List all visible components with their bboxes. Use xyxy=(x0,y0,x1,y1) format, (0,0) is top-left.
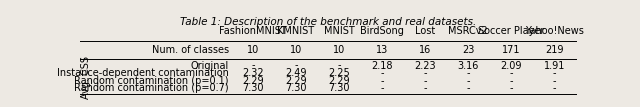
Text: MNIST: MNIST xyxy=(324,26,355,36)
Text: 2.32: 2.32 xyxy=(242,68,264,78)
Text: 2.25: 2.25 xyxy=(328,68,350,78)
Text: 10: 10 xyxy=(246,45,259,54)
Text: KMNIST: KMNIST xyxy=(277,26,314,36)
Text: 13: 13 xyxy=(376,45,388,54)
Text: 2.29: 2.29 xyxy=(328,76,350,86)
Text: 23: 23 xyxy=(462,45,474,54)
Text: MSRCv2: MSRCv2 xyxy=(449,26,488,36)
Text: -: - xyxy=(509,76,513,86)
Text: 2.23: 2.23 xyxy=(414,61,436,71)
Text: Num. of classes: Num. of classes xyxy=(152,45,229,54)
Text: Instance-dependent contamination: Instance-dependent contamination xyxy=(57,68,229,78)
Text: -: - xyxy=(553,68,556,78)
Text: Avg. CSS: Avg. CSS xyxy=(81,56,91,99)
Text: BirdSong: BirdSong xyxy=(360,26,404,36)
Text: 2.29: 2.29 xyxy=(285,76,307,86)
Text: 10: 10 xyxy=(290,45,302,54)
Text: -: - xyxy=(467,83,470,94)
Text: 2.18: 2.18 xyxy=(371,61,393,71)
Text: 171: 171 xyxy=(502,45,520,54)
Text: -: - xyxy=(553,83,556,94)
Text: 7.30: 7.30 xyxy=(242,83,264,94)
Text: Original: Original xyxy=(191,61,229,71)
Text: 2.09: 2.09 xyxy=(500,61,522,71)
Text: Soccer Player: Soccer Player xyxy=(478,26,545,36)
Text: 3.16: 3.16 xyxy=(458,61,479,71)
Text: Lost: Lost xyxy=(415,26,435,36)
Text: -: - xyxy=(424,83,427,94)
Text: -: - xyxy=(337,61,340,71)
Text: Yahoo!News: Yahoo!News xyxy=(525,26,584,36)
Text: 7.30: 7.30 xyxy=(285,83,307,94)
Text: -: - xyxy=(251,61,255,71)
Text: 2.49: 2.49 xyxy=(285,68,307,78)
Text: -: - xyxy=(424,76,427,86)
Text: 10: 10 xyxy=(333,45,345,54)
Text: 1.91: 1.91 xyxy=(544,61,565,71)
Text: FashionMNIST: FashionMNIST xyxy=(219,26,287,36)
Text: -: - xyxy=(380,68,384,78)
Text: -: - xyxy=(294,61,298,71)
Text: -: - xyxy=(380,76,384,86)
Text: Random contamination (p=0.1): Random contamination (p=0.1) xyxy=(74,76,229,86)
Text: 219: 219 xyxy=(545,45,564,54)
Text: Random contamination (p=0.7): Random contamination (p=0.7) xyxy=(74,83,229,94)
Text: Table 1: Description of the benchmark and real datasets.: Table 1: Description of the benchmark an… xyxy=(180,17,476,27)
Text: -: - xyxy=(509,83,513,94)
Text: -: - xyxy=(467,76,470,86)
Text: -: - xyxy=(424,68,427,78)
Text: 2.29: 2.29 xyxy=(242,76,264,86)
Text: 16: 16 xyxy=(419,45,431,54)
Text: -: - xyxy=(380,83,384,94)
Text: 7.30: 7.30 xyxy=(328,83,349,94)
Text: -: - xyxy=(509,68,513,78)
Text: -: - xyxy=(553,76,556,86)
Text: -: - xyxy=(467,68,470,78)
